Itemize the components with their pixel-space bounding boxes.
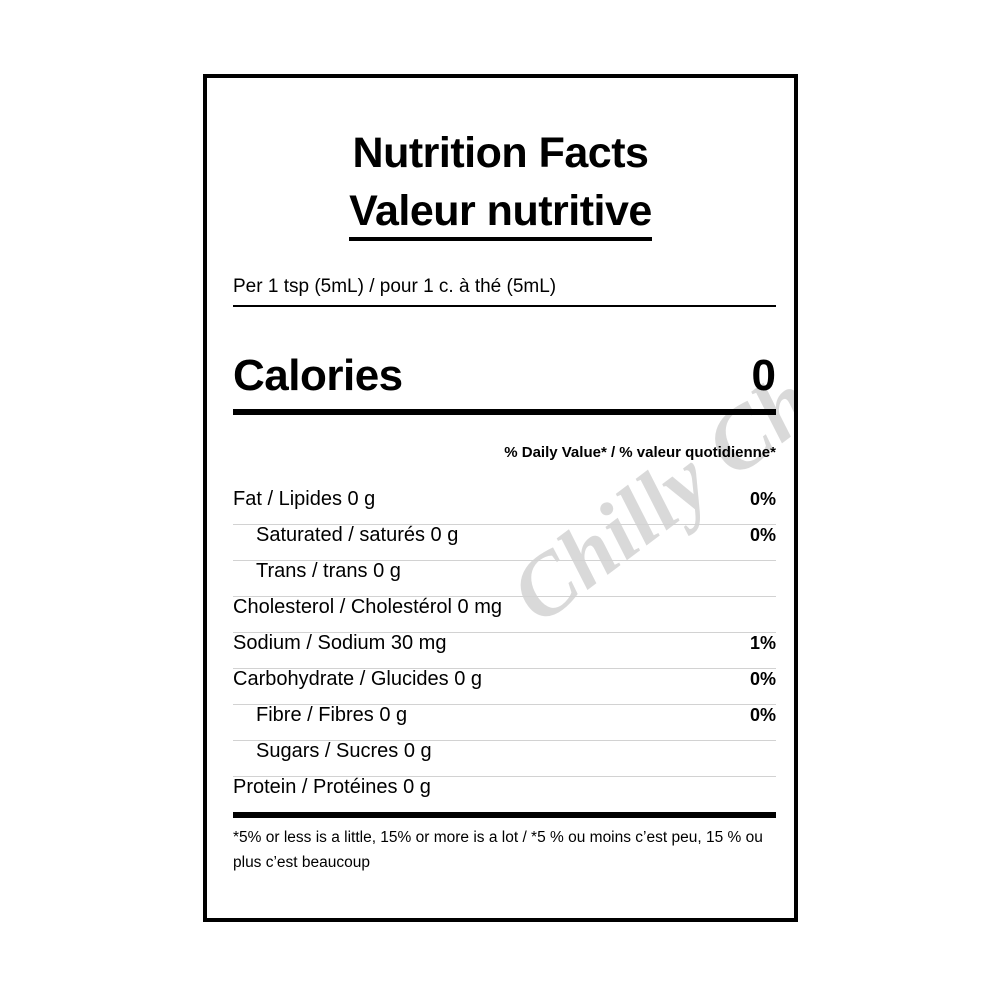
table-row: Trans / trans 0 g bbox=[233, 561, 776, 597]
table-row: Fibre / Fibres 0 g 0% bbox=[233, 705, 776, 741]
nutrient-label: Cholesterol / Cholestérol 0 mg bbox=[233, 596, 503, 618]
serving-size: Per 1 tsp (5mL) / pour 1 c. à thé (5mL) bbox=[233, 275, 776, 307]
nutrient-label: Carbohydrate / Glucides 0 g bbox=[233, 668, 483, 690]
nutrition-facts-panel: Chilly Chiles Nutrition Facts Valeur nut… bbox=[203, 74, 798, 922]
nutrient-daily-value: 0% bbox=[749, 669, 776, 689]
page-title-french-underline: Valeur nutritive bbox=[349, 187, 652, 241]
nutrient-label: Sodium / Sodium 30 mg bbox=[233, 632, 447, 654]
nutrient-label: Fat / Lipides 0 g bbox=[233, 488, 376, 510]
table-row: Sugars / Sucres 0 g bbox=[233, 741, 776, 777]
label-content: Nutrition Facts Valeur nutritive Per 1 t… bbox=[207, 78, 794, 918]
table-row: Fat / Lipides 0 g 0% bbox=[233, 489, 776, 525]
nutrient-label: Trans / trans 0 g bbox=[256, 560, 401, 582]
footnote: *5% or less is a little, 15% or more is … bbox=[233, 829, 763, 871]
nutrient-daily-value: 0% bbox=[749, 525, 776, 545]
page-title-english: Nutrition Facts bbox=[352, 129, 649, 177]
nutrient-label: Sugars / Sucres 0 g bbox=[256, 740, 432, 762]
table-row: Cholesterol / Cholestérol 0 mg bbox=[233, 597, 776, 633]
nutrient-daily-value: 0% bbox=[749, 705, 776, 725]
nutrient-daily-value: 0% bbox=[749, 489, 776, 509]
table-row: Carbohydrate / Glucides 0 g 0% bbox=[233, 669, 776, 705]
calories-row: Calories 0 bbox=[233, 351, 776, 415]
calories-value: 0 bbox=[751, 351, 776, 400]
nutrient-label: Saturated / saturés 0 g bbox=[256, 524, 459, 546]
table-row: Saturated / saturés 0 g 0% bbox=[233, 525, 776, 561]
calories-label: Calories bbox=[233, 351, 403, 400]
daily-value-header: % Daily Value* / % valeur quotidienne* bbox=[504, 444, 776, 461]
page-title-french: Valeur nutritive bbox=[207, 187, 794, 241]
table-row: Protein / Protéines 0 g bbox=[233, 777, 776, 818]
nutrient-label: Protein / Protéines 0 g bbox=[233, 776, 431, 798]
table-row: Sodium / Sodium 30 mg 1% bbox=[233, 633, 776, 669]
nutrient-table: Fat / Lipides 0 g 0% Saturated / saturés… bbox=[233, 489, 776, 818]
nutrient-label: Fibre / Fibres 0 g bbox=[256, 704, 408, 726]
nutrient-daily-value: 1% bbox=[749, 633, 776, 653]
